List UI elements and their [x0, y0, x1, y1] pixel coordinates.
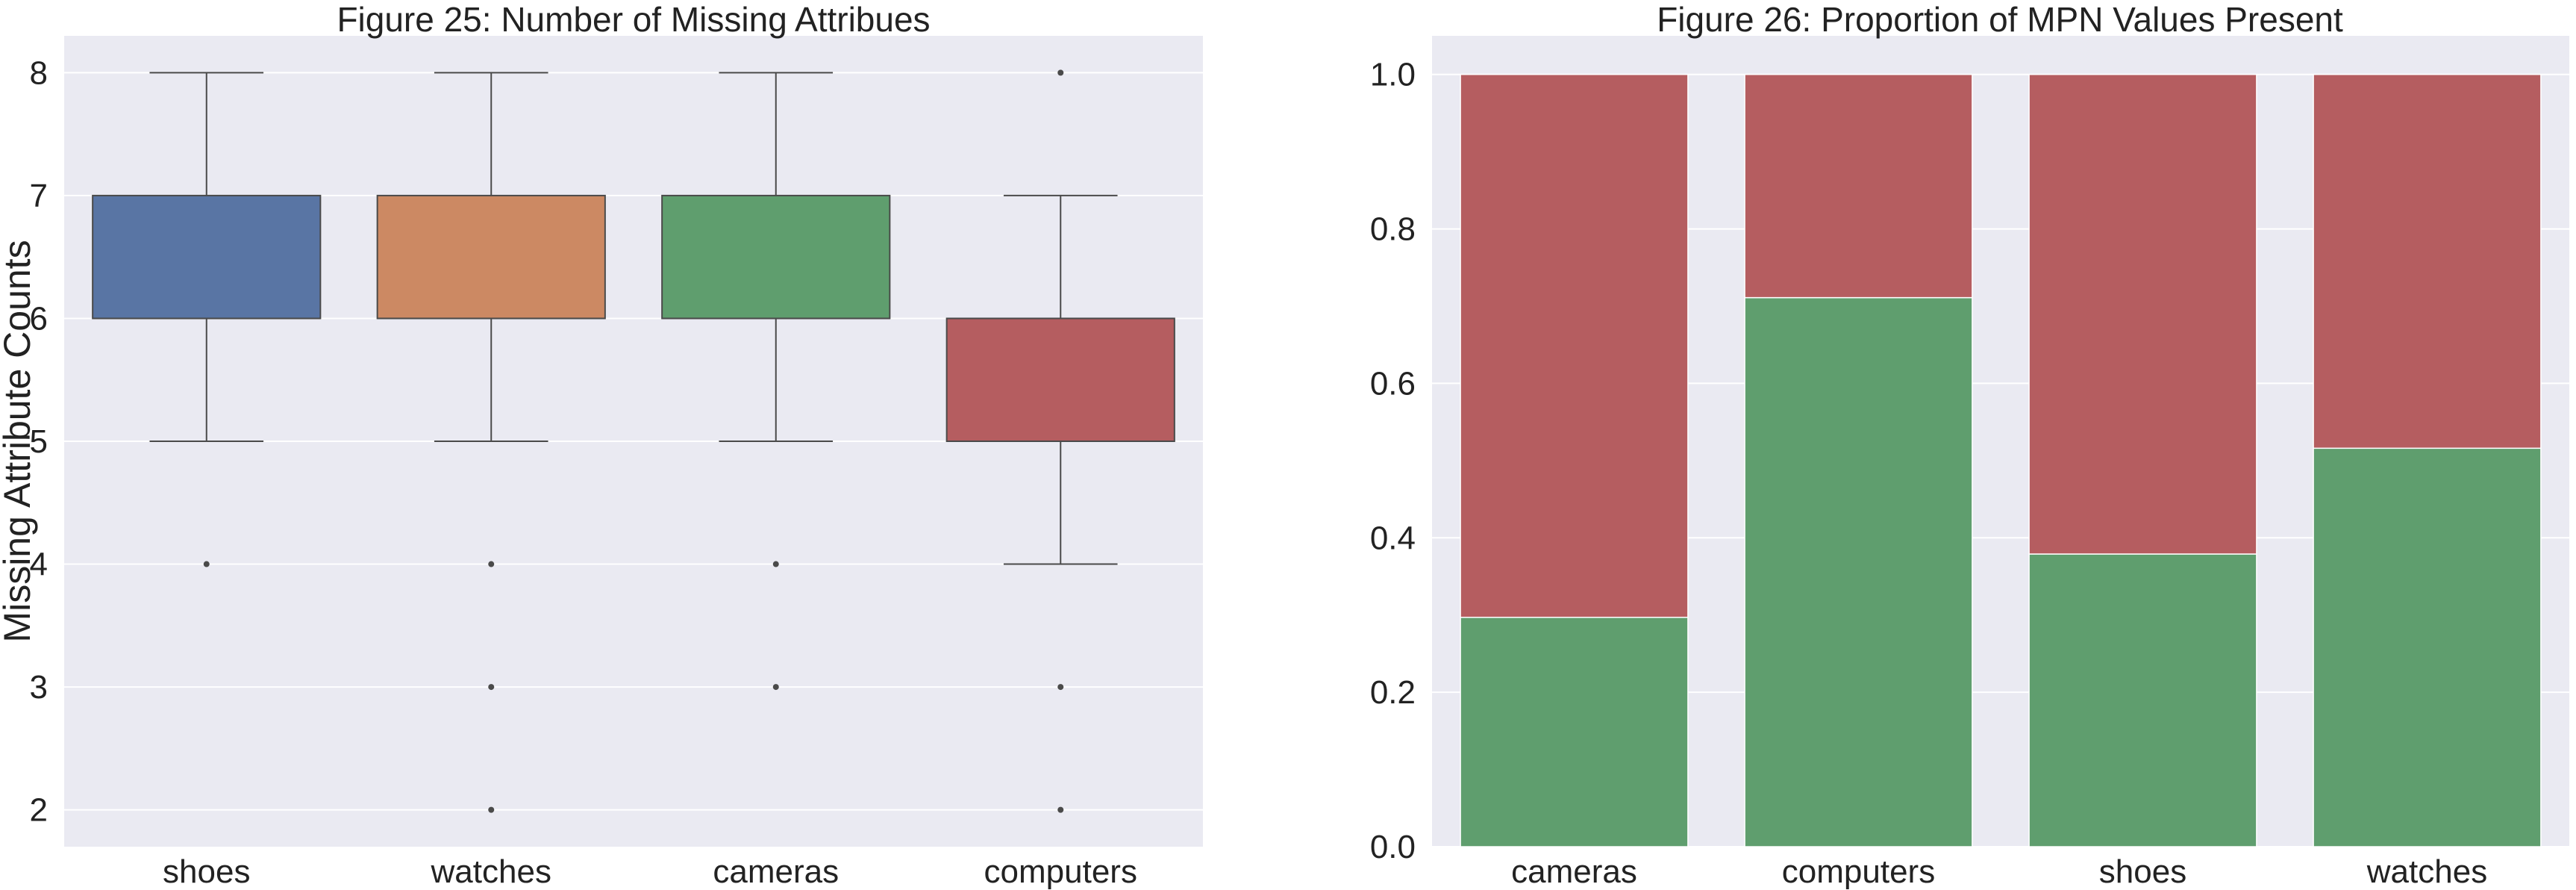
- box-plot-y-ticks: 2 3 4 5 6 7 8: [30, 55, 48, 828]
- box-plot-marks: [92, 69, 1175, 813]
- y-tick-label: 5: [30, 423, 48, 460]
- y-tick-label: 8: [30, 55, 48, 91]
- y-tick-label: 0.6: [1370, 365, 1416, 402]
- y-tick-label: 0.2: [1370, 674, 1416, 711]
- stacked-bar-panel: 0.0 0.2 0.4 0.6 0.8 1.0 cameras computers shoes…: [1370, 0, 2569, 890]
- bar-shoes-segment-1: [2028, 73, 2257, 555]
- y-tick-label: 1.0: [1370, 57, 1416, 93]
- box-watches: [376, 72, 606, 813]
- y-tick-label: 4: [30, 547, 48, 583]
- iqr-box: [376, 194, 606, 320]
- x-tick-label: shoes: [163, 853, 250, 890]
- outlier-point: [1057, 684, 1064, 691]
- bar-cameras-segment-1: [1460, 73, 1689, 618]
- y-tick-label: 0.8: [1370, 211, 1416, 248]
- outlier-point: [772, 684, 779, 691]
- box-plot-x-ticks: shoes watches cameras computers: [163, 853, 1137, 890]
- outlier-point: [1057, 69, 1064, 76]
- x-tick-label: shoes: [2099, 853, 2186, 890]
- y-tick-label: 6: [30, 300, 48, 337]
- iqr-box: [661, 194, 891, 320]
- box-plot-y-axis-label: Missing Attribute Counts: [0, 240, 38, 642]
- y-tick-label: 2: [30, 792, 48, 829]
- box-shoes: [92, 72, 322, 567]
- stacked-bar-title: Figure 26: Proportion of MPN Values Pres…: [1657, 0, 2343, 39]
- stacked-bar-marks: [1460, 73, 2542, 847]
- y-tick-label: 0.0: [1370, 829, 1416, 865]
- bar-watches-segment-0: [2313, 447, 2542, 847]
- box-plot-panel: 2 3 4 5 6 7 8 shoes watches cameras computers Fig…: [0, 0, 1203, 890]
- bar-shoes-segment-0: [2028, 553, 2257, 847]
- outlier-point: [488, 806, 495, 813]
- box-plot-title: Figure 25: Number of Missing Attribues: [337, 0, 930, 39]
- outlier-point: [1057, 806, 1064, 813]
- bar-computers-segment-0: [1744, 296, 1973, 847]
- x-tick-label: cameras: [713, 853, 839, 890]
- stacked-bar-y-ticks: 0.0 0.2 0.4 0.6 0.8 1.0: [1370, 57, 1416, 865]
- x-tick-label: watches: [431, 853, 551, 890]
- iqr-box: [945, 317, 1175, 443]
- outlier-point: [203, 561, 210, 567]
- stacked-bar-x-ticks: cameras computers shoes watches: [1511, 853, 2487, 890]
- outlier-point: [488, 561, 495, 567]
- bar-cameras-segment-0: [1460, 617, 1689, 847]
- x-tick-label: computers: [984, 853, 1137, 890]
- box-cameras: [661, 72, 891, 691]
- outlier-point: [772, 561, 779, 567]
- y-tick-label: 3: [30, 669, 48, 706]
- iqr-box: [92, 194, 322, 320]
- x-tick-label: computers: [1782, 853, 1935, 890]
- outlier-point: [488, 684, 495, 691]
- bar-computers-segment-1: [1744, 73, 1973, 299]
- x-tick-label: cameras: [1511, 853, 1637, 890]
- y-tick-label: 7: [30, 178, 48, 214]
- bar-watches-segment-1: [2313, 73, 2542, 449]
- box-computers: [945, 69, 1175, 813]
- x-tick-label: watches: [2366, 853, 2487, 890]
- y-tick-label: 0.4: [1370, 520, 1416, 556]
